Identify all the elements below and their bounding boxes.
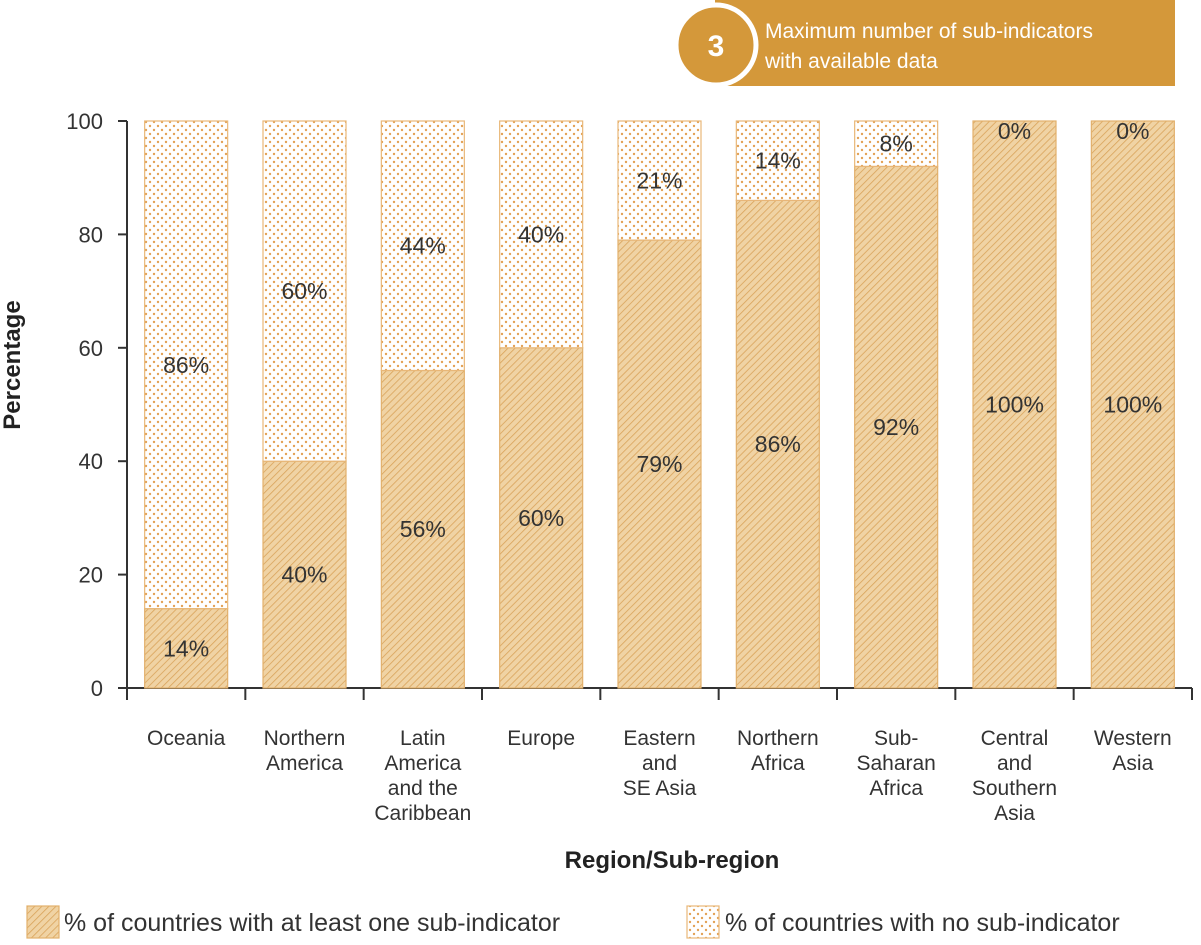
legend-swatch [26, 905, 60, 939]
x-axis-title: Region/Sub-region [565, 847, 780, 874]
data-label-no-indicator: 60% [281, 278, 327, 304]
y-tick-label: 0 [91, 676, 103, 701]
bar-segment-with-indicator [262, 460, 347, 689]
bar-segment-no-indicator [262, 120, 347, 462]
y-tick-label: 20 [79, 563, 103, 588]
category-label: Northern America [264, 727, 346, 775]
bar-segment-no-indicator [499, 120, 584, 349]
legend-swatch [686, 905, 720, 939]
category-label-line: Northern [264, 727, 346, 750]
category-label: Latin America and the Caribbean [374, 727, 471, 825]
badge-circle [673, 2, 759, 88]
category-label: Central and Southern Asia [972, 727, 1057, 825]
bar-segment-with-indicator [617, 239, 702, 689]
bar-segment-with-indicator [1090, 120, 1175, 689]
legend-label: % of countries with no sub-indicator [725, 909, 1120, 937]
category-label: Western Asia [1094, 727, 1172, 775]
data-label-no-indicator: 40% [518, 221, 564, 247]
bar-segment-with-indicator [144, 608, 229, 689]
data-label-no-indicator: 86% [163, 352, 209, 378]
category-label-line: Oceania [147, 727, 226, 750]
y-tick-label: 60 [79, 336, 103, 361]
data-label-no-indicator: 8% [880, 131, 913, 157]
category-label-line: Southern [972, 777, 1057, 800]
legend: % of countries with at least one sub-ind… [26, 905, 1120, 939]
category-label: Eastern and SE Asia [623, 727, 697, 800]
bar-segment-with-indicator [380, 369, 465, 689]
y-tick-label: 80 [79, 222, 103, 247]
category-label-line: Asia [1112, 752, 1153, 775]
category-label-line: Saharan [856, 752, 935, 775]
y-tick-label: 40 [79, 449, 103, 474]
category-label-line: Asia [994, 802, 1035, 825]
category-label: Europe [507, 727, 575, 750]
category-label-line: Western [1094, 727, 1172, 750]
data-label-with-indicator: 100% [985, 392, 1044, 418]
category-label: Northern Africa [737, 727, 819, 775]
badge-line-1: Maximum number of sub-indicators [765, 20, 1093, 43]
data-label-with-indicator: 79% [636, 451, 682, 477]
bar-segment-no-indicator [144, 120, 229, 610]
data-label-no-indicator: 21% [636, 168, 682, 194]
badge-line-2: with available data [764, 50, 938, 73]
bar-segment-no-indicator [735, 120, 820, 201]
bar-segment-with-indicator [972, 120, 1057, 689]
category-label-line: Central [981, 727, 1049, 750]
category-label-line: Africa [869, 777, 923, 800]
data-label-no-indicator: 44% [400, 233, 446, 259]
legend-label: % of countries with at least one sub-ind… [64, 909, 560, 937]
y-axis-title: Percentage [0, 300, 26, 429]
category-label-line: Europe [507, 727, 575, 750]
category-label: Oceania [147, 727, 226, 750]
category-label-line: Africa [751, 752, 805, 775]
data-label-with-indicator: 92% [873, 414, 919, 440]
category-label-line: Latin [400, 727, 446, 750]
category-label-line: Sub- [874, 727, 918, 750]
category-label-line: and [642, 752, 677, 775]
info-badge: 3 Maximum number of sub-indicators with … [673, 0, 1175, 88]
category-label-line: Caribbean [374, 802, 471, 825]
y-tick-label: 100 [66, 109, 103, 134]
category-label-line: Northern [737, 727, 819, 750]
category-label-line: Eastern [623, 727, 695, 750]
bar-segment-no-indicator [854, 120, 939, 167]
data-label-with-indicator: 40% [281, 562, 327, 588]
category-label-line: America [266, 752, 343, 775]
badge-banner [715, 0, 1175, 86]
data-label-no-indicator: 0% [998, 118, 1031, 144]
category-label-line: and the [388, 777, 458, 800]
bar-segment-no-indicator [617, 120, 702, 241]
data-label-with-indicator: 14% [163, 635, 209, 661]
category-label-line: SE Asia [623, 777, 697, 800]
data-label-no-indicator: 14% [755, 148, 801, 174]
data-label-no-indicator: 0% [1116, 118, 1149, 144]
badge-number: 3 [708, 30, 725, 63]
data-label-with-indicator: 86% [755, 431, 801, 457]
data-label-with-indicator: 56% [400, 516, 446, 542]
category-label-line: America [384, 752, 461, 775]
bar-segment-no-indicator [380, 120, 465, 372]
category-label-line: and [997, 752, 1032, 775]
data-label-with-indicator: 60% [518, 505, 564, 531]
data-label-with-indicator: 100% [1103, 392, 1162, 418]
bar-segment-with-indicator [499, 347, 584, 689]
category-label: Sub-Saharan Africa [856, 727, 935, 800]
